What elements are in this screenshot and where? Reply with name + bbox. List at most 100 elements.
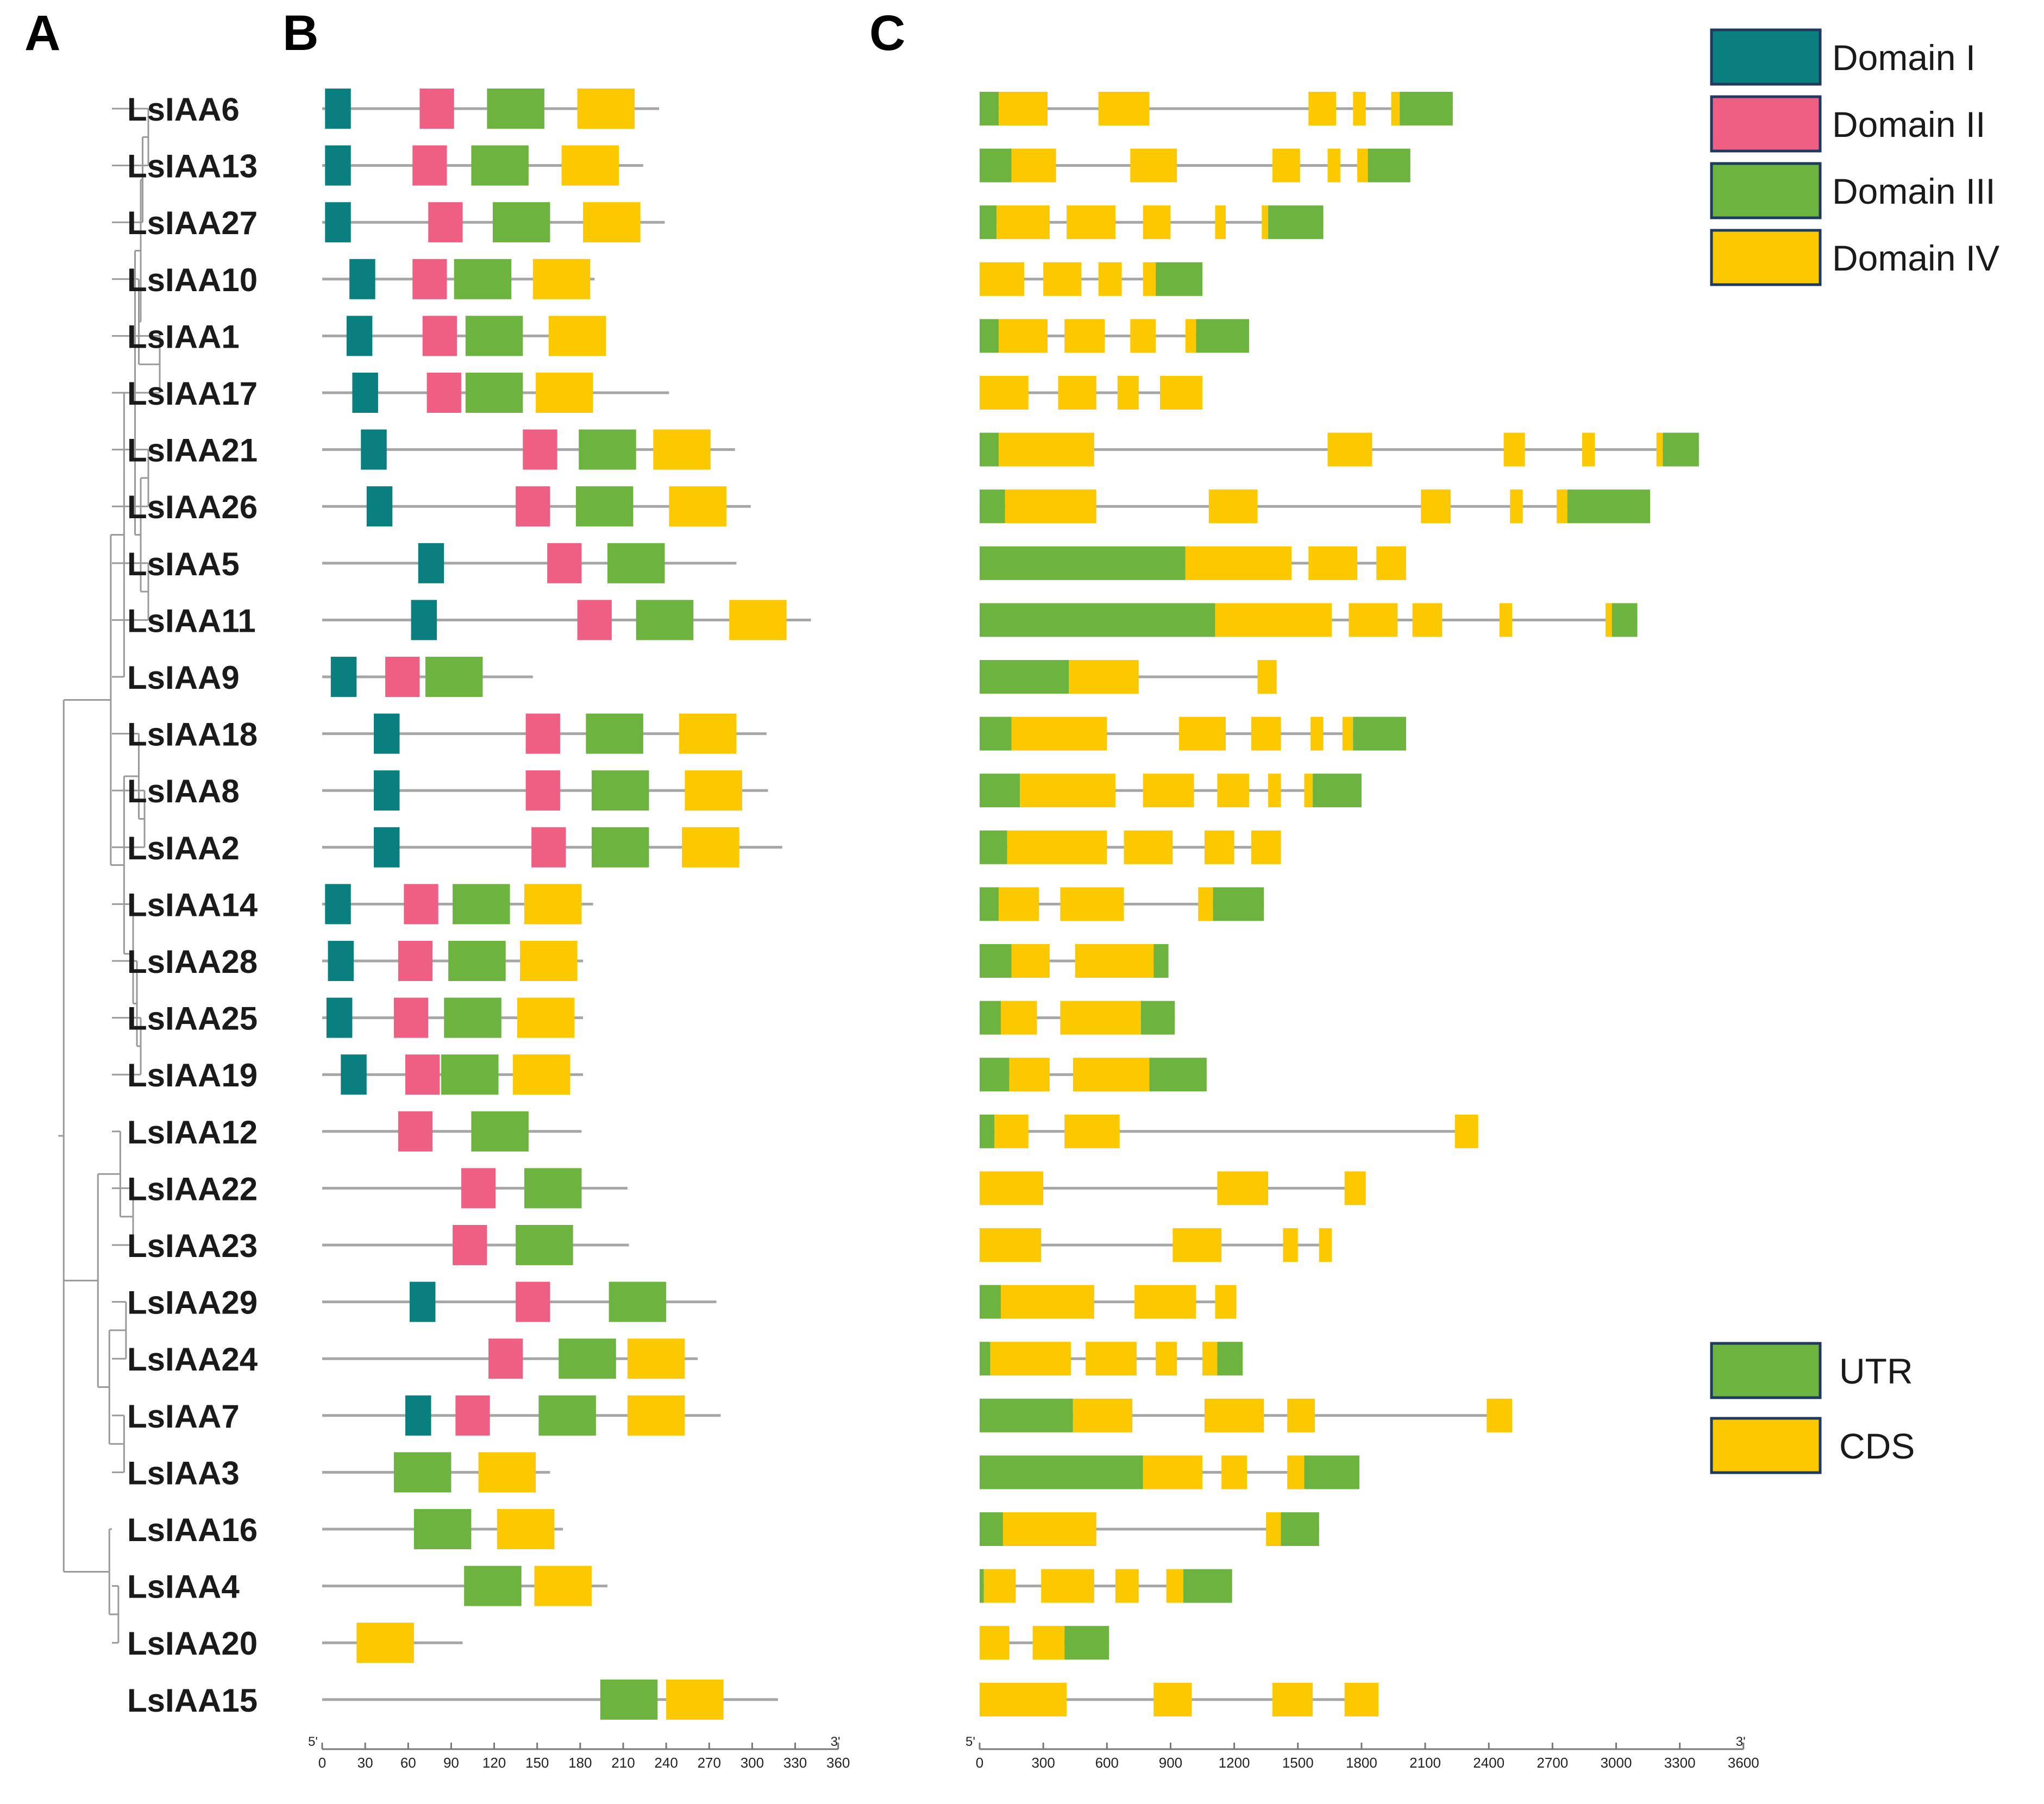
cds-block-lsiaa19 (1009, 1058, 1050, 1092)
utr-block-lsiaa5 (980, 546, 1186, 580)
domain-iii-lsiaa14 (453, 884, 510, 925)
gene-label-lsiaa24: LsIAA24 (127, 1341, 258, 1378)
domain-ii-lsiaa18 (525, 713, 560, 754)
cds-block-lsiaa7 (1287, 1398, 1315, 1432)
gene-tick-label: 2400 (1473, 1755, 1504, 1771)
domain-i-lsiaa29 (409, 1281, 436, 1322)
cds-block-lsiaa10 (1098, 262, 1122, 296)
cds-block-lsiaa20 (980, 1626, 1010, 1660)
cds-block-lsiaa2 (1251, 830, 1281, 864)
domain-ii-lsiaa26 (516, 486, 550, 527)
utr-block-lsiaa8 (980, 774, 1020, 808)
cds-block-lsiaa29 (1001, 1285, 1094, 1319)
domain-iv-lsiaa21 (653, 429, 711, 470)
gene-label-lsiaa10: LsIAA10 (127, 262, 258, 298)
cds-block-lsiaa18 (1179, 716, 1226, 751)
utr-block-lsiaa21 (980, 432, 999, 467)
cds-block-lsiaa17 (1117, 376, 1139, 410)
cds-block-lsiaa7 (1204, 1398, 1264, 1432)
legend-label-domain-iv: Domain IV (1832, 238, 1999, 278)
cds-block-lsiaa8 (1304, 774, 1313, 808)
cds-block-lsiaa11 (1412, 603, 1443, 637)
gene-label-lsiaa7: LsIAA7 (127, 1398, 240, 1435)
domain-iv-lsiaa7 (627, 1395, 685, 1436)
gene-label-lsiaa4: LsIAA4 (127, 1569, 240, 1605)
utr-block-lsiaa1 (980, 319, 999, 353)
domain-iii-lsiaa29 (609, 1281, 667, 1322)
domain-iii-lsiaa4 (464, 1566, 522, 1606)
gene-tick-label: 2700 (1537, 1755, 1568, 1771)
legend-swatch-domain-iii (1710, 162, 1822, 219)
domain-iii-lsiaa13 (471, 145, 529, 186)
utr-block-lsiaa7 (980, 1398, 1073, 1432)
protein-length-axis: 0 30 60 90 120 150 180 210 240 270 300 330 360 5' 3' (308, 1734, 850, 1771)
domain-ii-lsiaa22 (461, 1168, 496, 1209)
cds-block-lsiaa11 (1499, 603, 1513, 637)
domain-ii-lsiaa2 (531, 827, 566, 868)
cds-block-lsiaa13 (1272, 148, 1300, 183)
domain-ii-lsiaa21 (523, 429, 557, 470)
cds-block-lsiaa17 (1058, 376, 1096, 410)
cds-block-lsiaa15 (980, 1682, 1067, 1717)
domain-iii-lsiaa16 (413, 1509, 472, 1549)
cds-block-lsiaa5 (1376, 546, 1406, 580)
cds-block-lsiaa18 (1251, 716, 1281, 751)
domain-i-lsiaa5 (418, 543, 444, 583)
cds-block-lsiaa21 (1582, 432, 1595, 467)
domain-i-lsiaa28 (328, 941, 354, 981)
domain-ii-lsiaa5 (547, 543, 582, 583)
protein-tick-label: 330 (783, 1755, 807, 1771)
cds-block-lsiaa4 (983, 1569, 1016, 1603)
utr-block-lsiaa18 (980, 716, 1012, 751)
cds-block-lsiaa24 (1156, 1342, 1177, 1376)
legend-swatch-domain-iv (1710, 229, 1822, 286)
utr-block-lsiaa11 (1612, 603, 1638, 637)
legend-swatch-utr (1710, 1342, 1822, 1399)
domain-iii-lsiaa6 (487, 89, 544, 129)
utr-block-lsiaa16 (980, 1512, 1003, 1546)
legend-label-utr: UTR (1839, 1351, 1913, 1391)
cds-block-lsiaa10 (980, 262, 1025, 296)
phylogenetic-tree (58, 108, 161, 1644)
protein-tick-label: 210 (611, 1755, 635, 1771)
protein-tick-label: 0 (318, 1755, 326, 1771)
cds-block-lsiaa27 (1215, 205, 1226, 240)
utr-block-lsiaa25 (980, 1001, 1001, 1035)
utr-block-lsiaa3 (1304, 1455, 1359, 1489)
cds-block-lsiaa15 (1272, 1682, 1313, 1717)
gene-label-lsiaa16: LsIAA16 (127, 1512, 258, 1548)
panel-label-a: A (24, 5, 60, 61)
gene-tick-label: 1500 (1282, 1755, 1314, 1771)
utr-block-lsiaa6 (980, 92, 999, 125)
cds-block-lsiaa9 (1257, 660, 1277, 694)
legend-swatch-domain-ii (1710, 95, 1822, 153)
gene-label-lsiaa9: LsIAA9 (127, 659, 240, 696)
gene-tick-label: 900 (1159, 1755, 1182, 1771)
cds-block-lsiaa3 (1287, 1455, 1305, 1489)
cds-block-lsiaa11 (1349, 603, 1398, 637)
utr-block-lsiaa1 (1196, 319, 1249, 353)
domain-iv-lsiaa19 (512, 1054, 570, 1095)
cds-block-lsiaa1 (1064, 319, 1105, 353)
domain-ii-lsiaa29 (516, 1281, 550, 1322)
gene-label-lsiaa25: LsIAA25 (127, 1001, 258, 1037)
cds-block-lsiaa6 (1353, 92, 1366, 125)
cds-block-lsiaa5 (1185, 546, 1292, 580)
domain-ii-lsiaa8 (525, 770, 560, 811)
utr-block-lsiaa24 (1217, 1342, 1243, 1376)
cds-block-lsiaa22 (980, 1171, 1044, 1205)
legend-label-domain-iii: Domain III (1832, 171, 1996, 211)
cds-block-lsiaa14 (1060, 887, 1124, 921)
domain-ii-lsiaa13 (412, 145, 447, 186)
cds-block-lsiaa24 (1202, 1342, 1218, 1376)
gene-tick-label: 600 (1095, 1755, 1119, 1771)
domain-iii-lsiaa23 (516, 1225, 573, 1265)
domain-ii-lsiaa28 (398, 941, 433, 981)
cds-block-lsiaa23 (1173, 1228, 1222, 1262)
cds-block-lsiaa9 (1069, 660, 1139, 694)
utr-block-lsiaa14 (1213, 887, 1264, 921)
gene-label-lsiaa26: LsIAA26 (127, 489, 258, 525)
domain-i-lsiaa25 (326, 997, 353, 1038)
gene-label-lsiaa23: LsIAA23 (127, 1228, 258, 1264)
